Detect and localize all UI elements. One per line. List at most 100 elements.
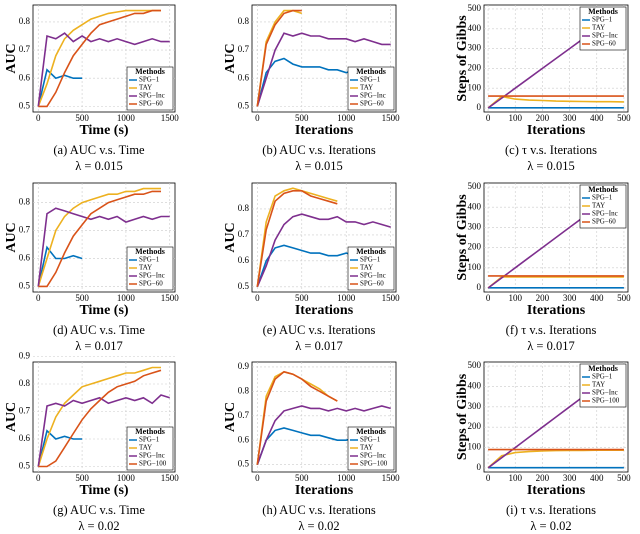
y-tick-label: 0.8 xyxy=(238,385,250,395)
y-tick-label: 0.6 xyxy=(19,253,31,263)
legend-title: Methods xyxy=(588,7,618,16)
y-tick-label: 500 xyxy=(468,3,482,13)
x-tick-label: 1500 xyxy=(382,113,401,123)
y-tick-label: 0.5 xyxy=(19,100,31,110)
x-axis-label: Time (s) xyxy=(79,483,128,498)
y-tick-label: 100 xyxy=(468,82,482,92)
x-axis-label: Time (s) xyxy=(79,123,128,138)
y-tick-label: 200 xyxy=(468,421,482,431)
y-tick-label: 200 xyxy=(468,62,482,72)
x-tick-label: 0 xyxy=(486,293,491,303)
legend-label: SPG−1 xyxy=(592,194,613,202)
legend-title: Methods xyxy=(588,364,618,373)
x-tick-label: 1000 xyxy=(337,473,356,483)
x-tick-label: 1500 xyxy=(382,293,401,303)
series-line xyxy=(38,369,162,468)
x-tick-label: 500 xyxy=(75,113,89,123)
series-line xyxy=(256,9,302,107)
y-tick-label: 100 xyxy=(468,262,482,272)
series-line xyxy=(38,9,161,108)
y-tick-label: 100 xyxy=(468,442,482,452)
y-tick-label: 500 xyxy=(468,181,482,191)
x-axis-label: Time (s) xyxy=(79,303,128,318)
legend-label: SPG−1 xyxy=(139,76,160,84)
x-tick-label: 300 xyxy=(563,293,577,303)
series-line xyxy=(37,32,170,107)
series-line xyxy=(256,213,391,288)
y-tick-label: 0.9 xyxy=(238,361,250,371)
legend-label: SPG−1 xyxy=(139,436,160,444)
y-axis-label: Steps of Gibbs xyxy=(455,15,470,102)
legend-label: SPG−1 xyxy=(360,76,381,84)
y-tick-label: 0.8 xyxy=(19,378,31,388)
x-tick-label: 1500 xyxy=(161,293,180,303)
y-tick-label: 500 xyxy=(468,360,482,370)
y-tick-label: 0.7 xyxy=(238,229,250,239)
legend-title: Methods xyxy=(356,67,386,76)
series-line xyxy=(256,370,338,465)
x-axis-label: Iterations xyxy=(295,483,354,498)
caption: (f) τ v.s. Iterations xyxy=(506,323,597,337)
y-axis-label: Steps of Gibbs xyxy=(455,373,470,460)
legend-title: Methods xyxy=(135,67,165,76)
x-tick-label: 0 xyxy=(486,113,491,123)
x-axis-label: Iterations xyxy=(295,303,354,318)
legend-label: SPG−60 xyxy=(592,218,616,226)
x-tick-label: 300 xyxy=(563,473,577,483)
x-tick-label: 0 xyxy=(36,473,41,483)
caption-lambda: λ = 0.017 xyxy=(527,339,575,353)
x-tick-label: 400 xyxy=(590,293,604,303)
x-tick-label: 1000 xyxy=(117,473,136,483)
series-line xyxy=(37,68,83,107)
y-tick-label: 400 xyxy=(468,23,482,33)
legend-label: TAY xyxy=(139,84,152,92)
caption-lambda: λ = 0.02 xyxy=(78,519,119,533)
x-tick-label: 1000 xyxy=(337,293,356,303)
y-tick-label: 0 xyxy=(477,102,482,112)
x-tick-label: 1500 xyxy=(161,473,180,483)
legend-label: TAY xyxy=(360,444,373,452)
x-tick-label: 0 xyxy=(36,113,41,123)
legend-label: SPG−60 xyxy=(592,40,616,48)
legend-label: SPG−Inc xyxy=(360,92,386,100)
caption: (i) τ v.s. Iterations xyxy=(506,503,596,517)
y-tick-label: 0.5 xyxy=(238,459,250,469)
legend-label: SPG−60 xyxy=(139,280,163,288)
legend-label: TAY xyxy=(592,24,605,32)
x-tick-label: 500 xyxy=(295,293,309,303)
legend-label: SPG−60 xyxy=(360,100,384,108)
y-tick-label: 0.6 xyxy=(238,255,250,265)
y-tick-label: 0.6 xyxy=(19,433,31,443)
x-axis-label: Iterations xyxy=(295,123,354,138)
legend-label: SPG−1 xyxy=(139,256,160,264)
legend-label: SPG−100 xyxy=(592,397,620,405)
x-tick-label: 0 xyxy=(255,113,260,123)
y-tick-label: 0.6 xyxy=(238,434,250,444)
series-line xyxy=(37,429,83,467)
legend-label: SPG−1 xyxy=(592,16,613,24)
y-tick-label: 0 xyxy=(477,462,482,472)
series-line xyxy=(487,95,624,109)
y-tick-label: 400 xyxy=(468,381,482,391)
y-axis-label: AUC xyxy=(4,222,19,252)
caption-lambda: λ = 0.02 xyxy=(298,519,339,533)
legend-label: SPG−Inc xyxy=(592,389,618,397)
legend-title: Methods xyxy=(135,247,165,256)
legend-label: SPG−100 xyxy=(360,460,388,468)
legend-label: SPG−Inc xyxy=(360,272,386,280)
caption: (b) AUC v.s. Iterations xyxy=(262,143,376,157)
y-tick-label: 0.5 xyxy=(238,281,250,291)
y-tick-label: 300 xyxy=(468,43,482,53)
x-tick-label: 400 xyxy=(590,113,604,123)
x-tick-label: 200 xyxy=(536,473,550,483)
series-line xyxy=(487,276,624,289)
x-tick-label: 1500 xyxy=(382,473,401,483)
y-tick-label: 200 xyxy=(468,242,482,252)
x-tick-label: 1000 xyxy=(117,293,136,303)
caption-lambda: λ = 0.02 xyxy=(530,519,571,533)
legend-label: TAY xyxy=(139,444,152,452)
y-tick-label: 0.5 xyxy=(238,100,250,110)
x-tick-label: 100 xyxy=(508,293,522,303)
x-tick-label: 0 xyxy=(486,473,491,483)
